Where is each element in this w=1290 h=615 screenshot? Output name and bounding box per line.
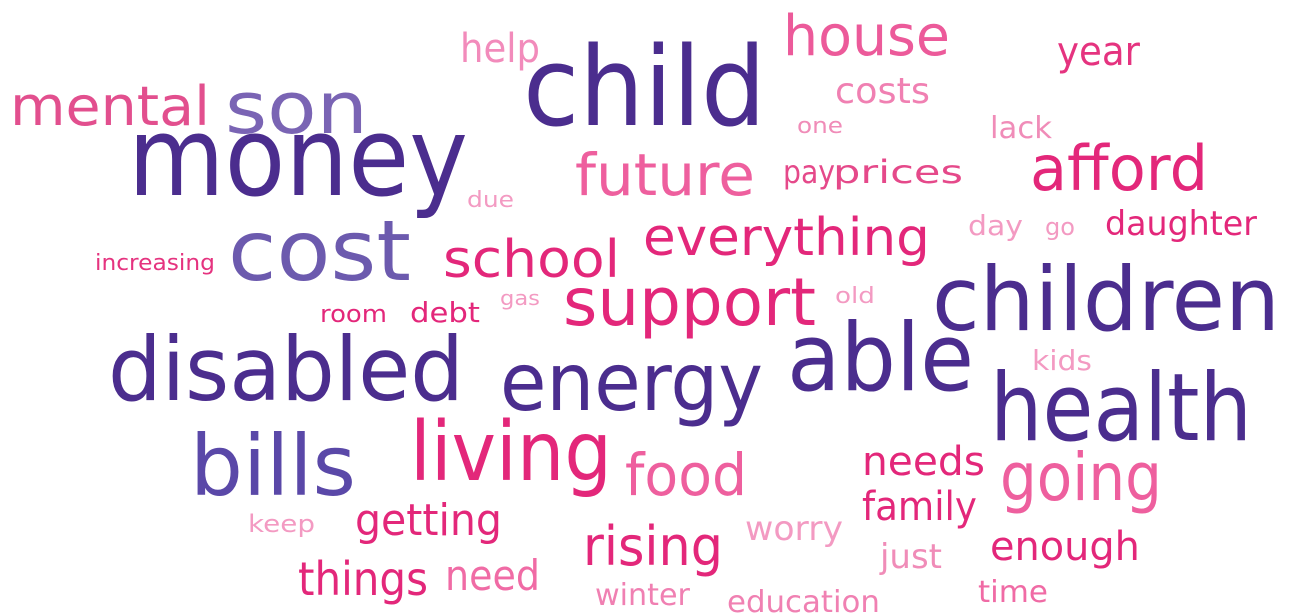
word: family [862, 484, 977, 531]
word: cost [228, 203, 411, 301]
word: room [320, 300, 387, 328]
word: gas [500, 287, 540, 310]
word: energy [500, 337, 763, 430]
word: just [879, 537, 942, 577]
word: need [445, 552, 540, 600]
word: bills [190, 417, 356, 515]
word: getting [355, 496, 502, 547]
word: going [1000, 438, 1162, 516]
word: disabled [108, 319, 464, 421]
word: child [523, 24, 766, 152]
word: go [1045, 213, 1075, 241]
word: debt [410, 296, 480, 328]
word: support [563, 264, 816, 341]
word: enough [990, 524, 1140, 570]
word: money [128, 93, 468, 221]
word: needs [862, 438, 985, 485]
word: daughter [1105, 204, 1257, 243]
word: future [575, 141, 755, 209]
word: mental [10, 75, 210, 138]
word: lack [990, 111, 1052, 146]
word: house [783, 4, 950, 69]
word: winter [595, 578, 691, 613]
word: due [467, 186, 514, 212]
word: food [625, 442, 747, 510]
word: living [410, 404, 612, 500]
word: help [460, 26, 540, 73]
word: keep [248, 511, 315, 539]
word: costs [835, 69, 930, 112]
word: son [225, 67, 368, 151]
word: school [443, 229, 620, 290]
word: able [787, 304, 974, 413]
word: pay [783, 154, 835, 191]
word: day [968, 209, 1023, 242]
word: old [835, 283, 875, 308]
word: kids [1032, 344, 1092, 377]
word: rising [583, 516, 723, 579]
word: everything [643, 208, 930, 268]
word: things [298, 553, 428, 606]
word: prices [833, 154, 963, 191]
word: year [1057, 29, 1140, 76]
word: worry [745, 509, 843, 549]
word: children [932, 248, 1280, 351]
word: time [978, 575, 1048, 609]
word: education [727, 585, 880, 615]
word: afford [1030, 133, 1208, 205]
word: increasing [95, 251, 215, 276]
word: health [990, 353, 1252, 462]
word: one [797, 112, 843, 138]
